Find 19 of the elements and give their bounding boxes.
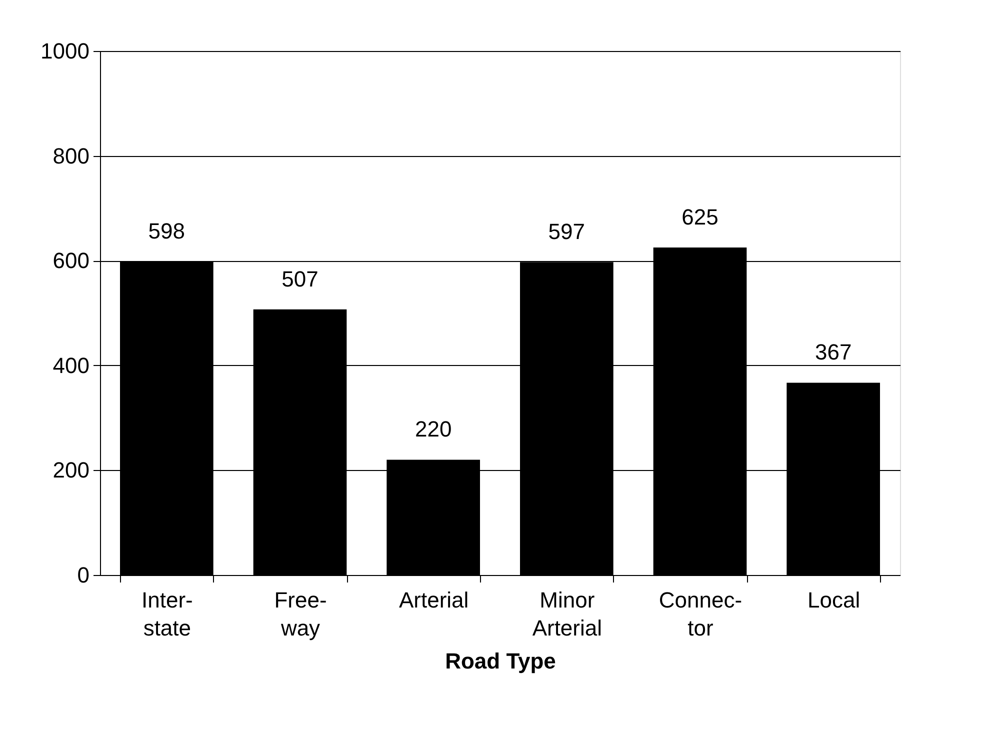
data-label: 598 (148, 218, 186, 244)
data-label: 220 (414, 416, 452, 442)
data-label: 507 (282, 266, 318, 292)
y-tick-label: 800 (52, 143, 90, 168)
y-tick-label: 1000 (40, 38, 90, 64)
x-tick-label: Connec- tor (658, 588, 742, 640)
y-tick-label: 200 (52, 458, 90, 483)
x-axis-title: Road Type (445, 648, 556, 674)
x-tick-label: Minor Arterial (532, 588, 602, 640)
x-tick-label: Local (808, 588, 860, 612)
y-tick-label: 0 (77, 562, 90, 588)
y-tick-label: 600 (52, 248, 90, 274)
data-label: 625 (682, 204, 718, 230)
x-tick-label: Free- way (274, 588, 327, 640)
x-tick-label: Inter- state (141, 588, 193, 640)
data-label: 367 (814, 340, 852, 365)
x-tick-label: Arterial (398, 588, 469, 612)
y-tick-label: 400 (52, 352, 90, 378)
data-label: 597 (548, 219, 586, 244)
